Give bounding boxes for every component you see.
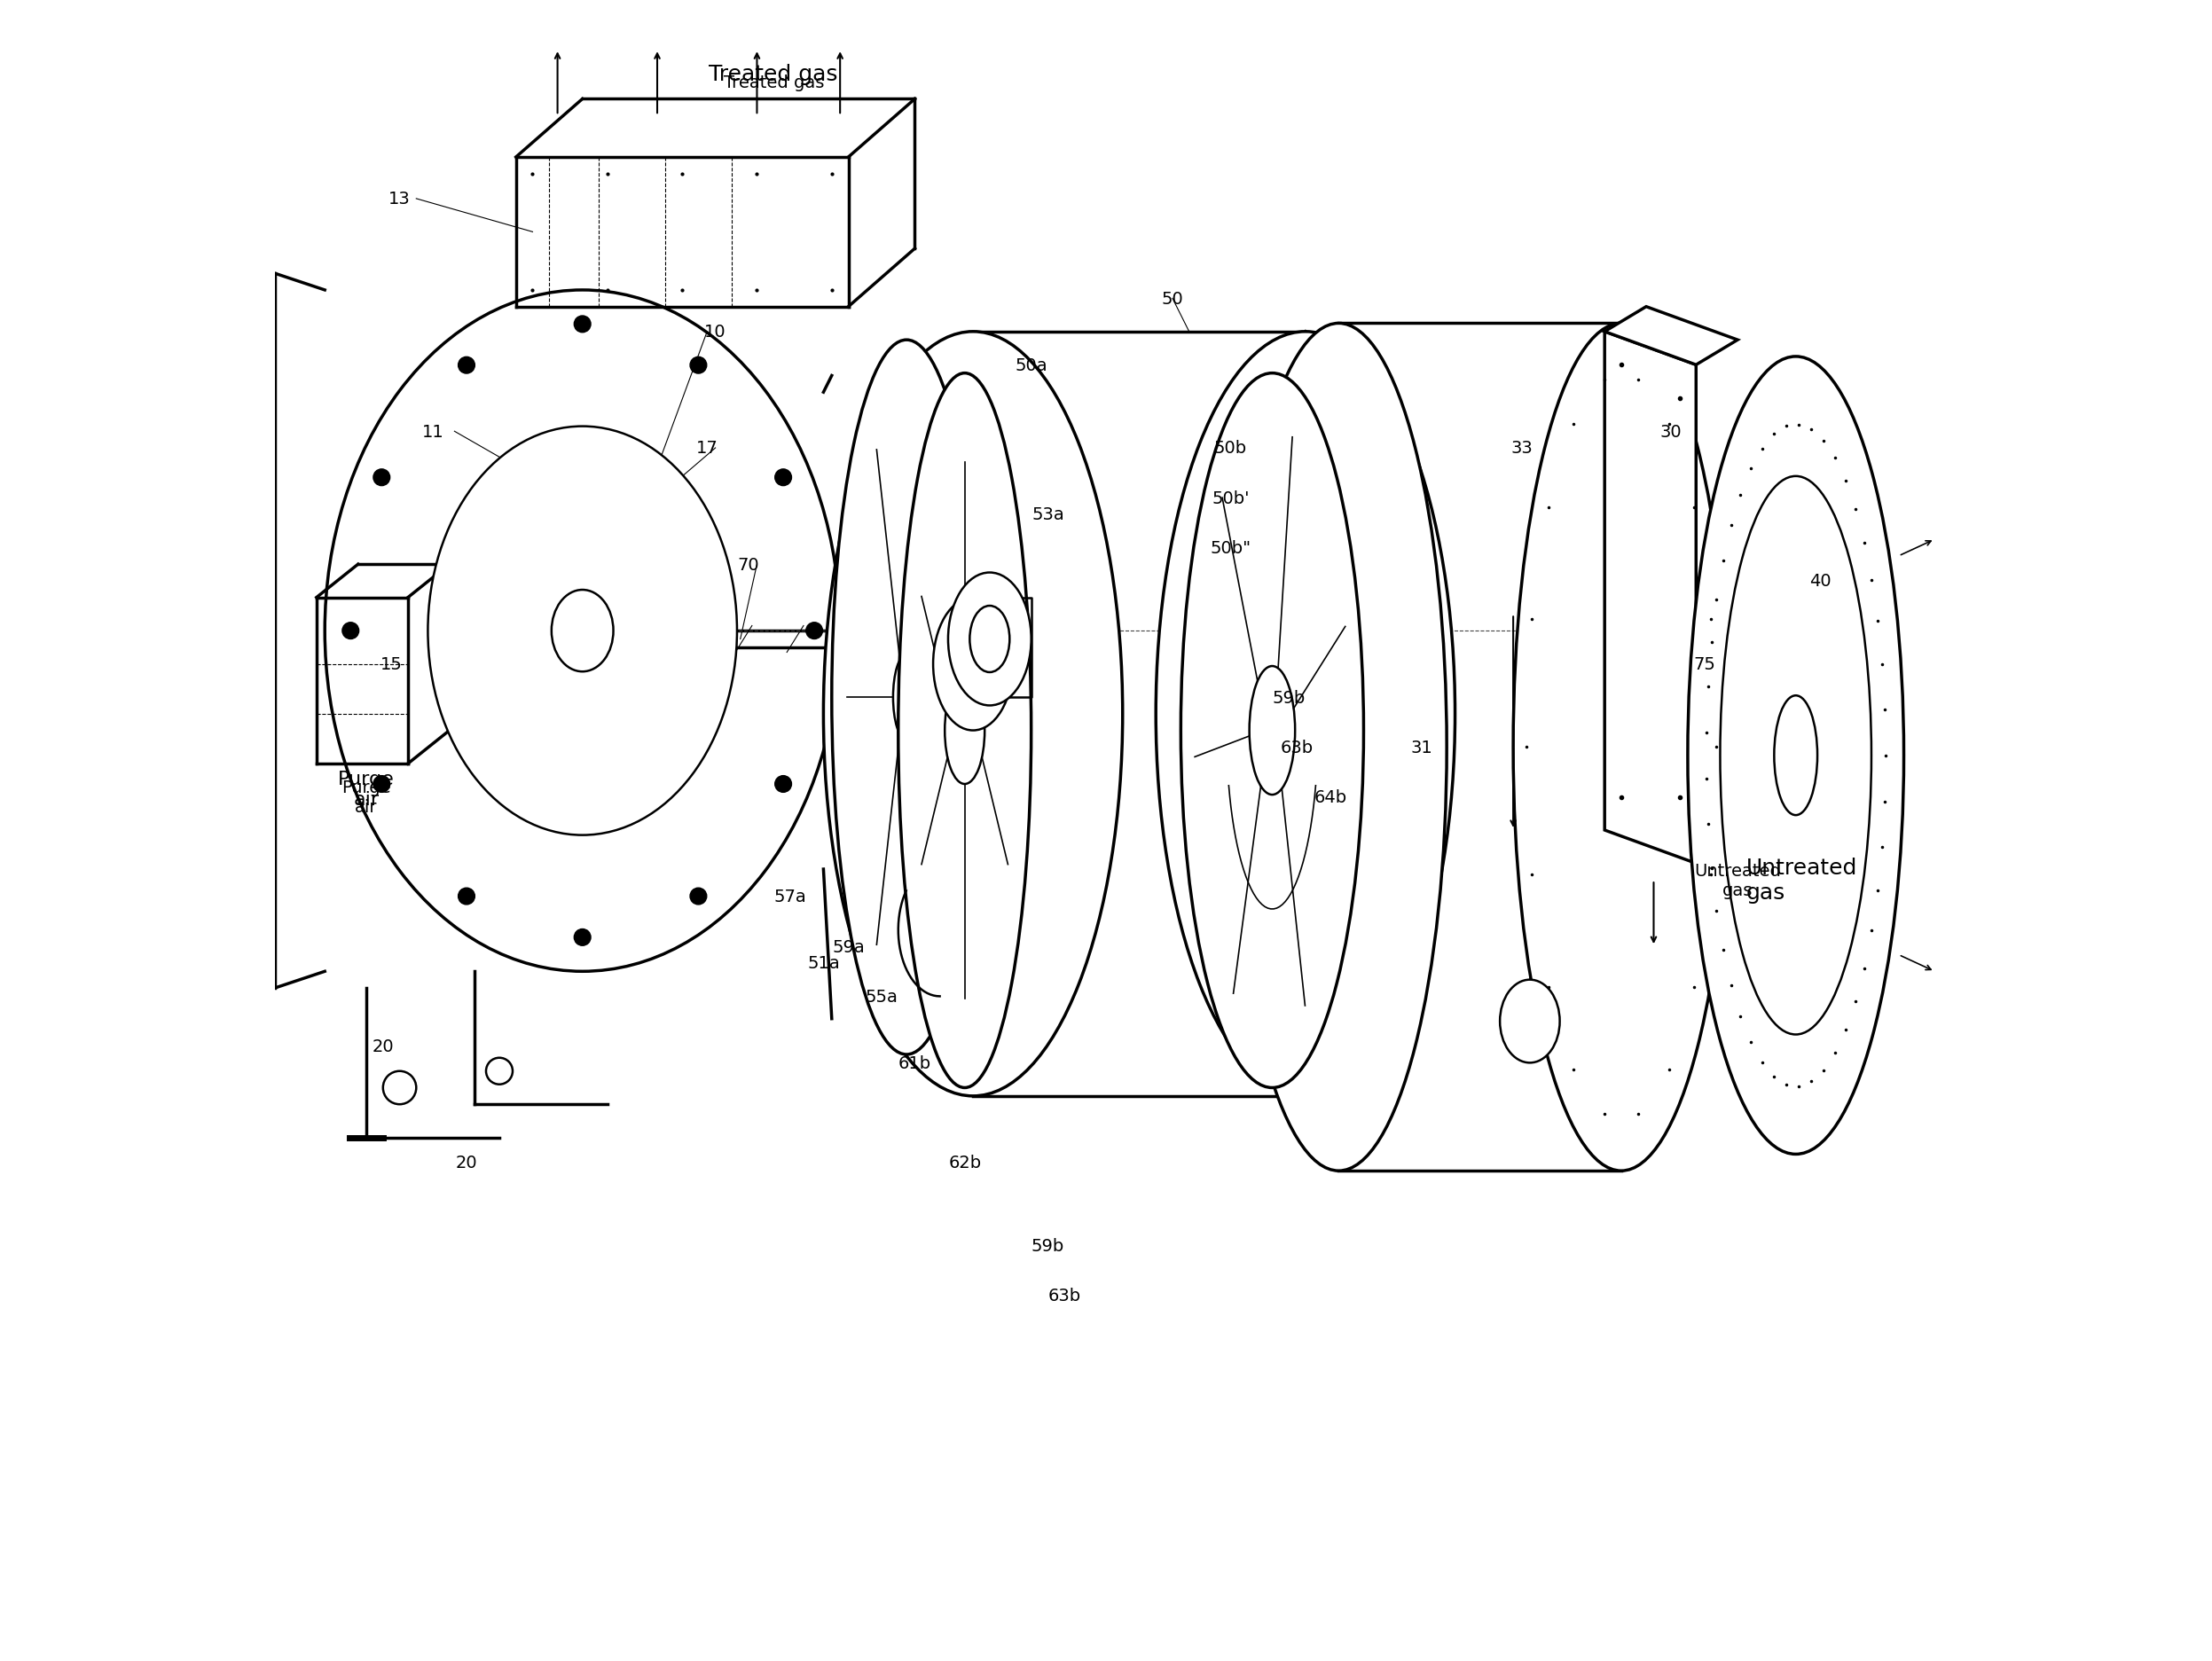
- Ellipse shape: [949, 573, 1031, 706]
- Text: 40: 40: [1809, 573, 1832, 590]
- Text: 64b: 64b: [1314, 789, 1347, 806]
- Text: 15: 15: [380, 656, 403, 673]
- Text: 51a: 51a: [807, 955, 841, 972]
- Text: 62b: 62b: [949, 1154, 982, 1171]
- Ellipse shape: [1774, 696, 1818, 816]
- Circle shape: [383, 1071, 416, 1105]
- Text: 20: 20: [372, 1038, 394, 1055]
- Ellipse shape: [427, 427, 737, 835]
- Ellipse shape: [945, 678, 984, 784]
- Text: 61b: 61b: [898, 1055, 931, 1071]
- Ellipse shape: [1230, 324, 1447, 1171]
- Text: 59b: 59b: [1031, 1237, 1064, 1254]
- Text: Treated gas: Treated gas: [723, 75, 823, 91]
- Text: 50: 50: [1161, 291, 1183, 307]
- Ellipse shape: [551, 590, 613, 673]
- Text: 75: 75: [1694, 656, 1714, 673]
- Ellipse shape: [325, 291, 841, 972]
- Text: 59b: 59b: [1272, 689, 1305, 706]
- Text: 53a: 53a: [1031, 507, 1064, 523]
- Circle shape: [774, 776, 792, 792]
- Circle shape: [690, 889, 706, 905]
- Text: 63b: 63b: [1281, 739, 1314, 756]
- Text: 17: 17: [697, 440, 719, 457]
- Ellipse shape: [1688, 357, 1905, 1154]
- Text: 50b: 50b: [1214, 440, 1248, 457]
- Text: Purge
air: Purge air: [341, 779, 392, 816]
- Circle shape: [343, 623, 358, 639]
- Text: 50b": 50b": [1210, 540, 1252, 556]
- Ellipse shape: [898, 374, 1031, 1088]
- Text: 63b: 63b: [1048, 1287, 1082, 1304]
- Circle shape: [458, 357, 476, 374]
- Circle shape: [774, 470, 792, 487]
- Circle shape: [690, 357, 706, 374]
- Ellipse shape: [894, 654, 920, 741]
- Circle shape: [805, 623, 823, 639]
- Ellipse shape: [969, 606, 1009, 673]
- Ellipse shape: [1181, 374, 1363, 1088]
- Text: Purge
air: Purge air: [338, 769, 394, 809]
- Circle shape: [374, 776, 389, 792]
- Text: 70: 70: [739, 556, 759, 573]
- Circle shape: [374, 470, 389, 487]
- Text: 50a: 50a: [1015, 357, 1048, 374]
- Text: 33: 33: [1511, 440, 1533, 457]
- Ellipse shape: [933, 598, 1013, 731]
- Text: 10: 10: [703, 324, 726, 341]
- Text: 59a: 59a: [832, 938, 865, 955]
- Text: 50b': 50b': [1212, 490, 1250, 507]
- Polygon shape: [1604, 332, 1697, 864]
- Polygon shape: [1604, 307, 1739, 365]
- Text: Untreated
gas: Untreated gas: [1694, 862, 1781, 899]
- Ellipse shape: [823, 332, 1124, 1096]
- Ellipse shape: [1513, 324, 1730, 1171]
- Circle shape: [575, 930, 591, 947]
- Ellipse shape: [1157, 332, 1455, 1096]
- Text: 13: 13: [389, 191, 411, 208]
- Text: 30: 30: [1661, 424, 1681, 440]
- Ellipse shape: [1250, 666, 1294, 796]
- Text: Treated gas: Treated gas: [710, 65, 838, 85]
- Ellipse shape: [832, 341, 982, 1055]
- Ellipse shape: [1500, 980, 1559, 1063]
- Circle shape: [575, 317, 591, 332]
- Text: 20: 20: [456, 1154, 478, 1171]
- Circle shape: [487, 1058, 513, 1085]
- Text: 31: 31: [1411, 739, 1433, 756]
- Ellipse shape: [1721, 477, 1871, 1035]
- Text: 57a: 57a: [774, 889, 807, 905]
- Text: 11: 11: [422, 424, 445, 440]
- Text: Untreated
gas: Untreated gas: [1745, 857, 1858, 904]
- Text: 55a: 55a: [865, 988, 898, 1005]
- Circle shape: [458, 889, 476, 905]
